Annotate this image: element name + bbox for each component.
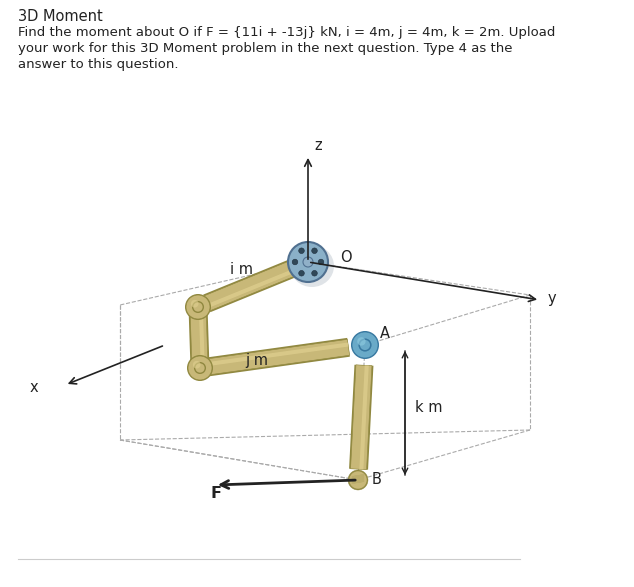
Circle shape [349, 471, 367, 489]
Circle shape [188, 356, 212, 380]
Polygon shape [189, 313, 209, 362]
Text: F: F [211, 485, 222, 501]
Circle shape [292, 259, 298, 265]
Circle shape [348, 470, 368, 490]
Circle shape [185, 294, 211, 320]
Polygon shape [359, 365, 369, 470]
Text: Find the moment about O if F = {11i + -13j} kN, i = 4m, j = 4m, k = 2m. Upload: Find the moment about O if F = {11i + -1… [18, 26, 555, 39]
Text: answer to this question.: answer to this question. [18, 58, 179, 71]
Polygon shape [207, 266, 301, 308]
Circle shape [191, 300, 198, 308]
Text: x: x [30, 380, 39, 396]
Circle shape [312, 271, 317, 276]
Polygon shape [199, 313, 205, 362]
Polygon shape [207, 343, 349, 366]
Circle shape [318, 259, 324, 265]
Circle shape [312, 248, 317, 254]
Polygon shape [351, 365, 372, 470]
Circle shape [194, 362, 206, 374]
Text: y: y [548, 291, 557, 305]
Circle shape [303, 257, 313, 267]
Polygon shape [349, 365, 373, 470]
Text: your work for this 3D Moment problem in the next question. Type 4 as the: your work for this 3D Moment problem in … [18, 42, 512, 55]
Text: z: z [314, 139, 321, 153]
Circle shape [352, 474, 364, 486]
Text: j m: j m [245, 353, 268, 367]
Circle shape [299, 271, 304, 276]
Circle shape [195, 363, 205, 373]
Circle shape [193, 302, 203, 312]
Polygon shape [204, 257, 303, 312]
Circle shape [193, 361, 200, 369]
Polygon shape [190, 313, 208, 362]
Polygon shape [207, 339, 349, 375]
Circle shape [360, 340, 370, 350]
Circle shape [352, 332, 378, 358]
Circle shape [353, 475, 363, 485]
Circle shape [299, 248, 304, 254]
Circle shape [192, 301, 204, 313]
Circle shape [358, 338, 372, 352]
Ellipse shape [290, 245, 334, 287]
Text: i m: i m [230, 262, 253, 278]
Circle shape [187, 355, 213, 381]
Text: A: A [380, 326, 390, 340]
Text: 3D Moment: 3D Moment [18, 9, 103, 24]
Polygon shape [207, 338, 350, 376]
Circle shape [351, 331, 379, 359]
Text: k m: k m [415, 400, 443, 416]
Circle shape [186, 295, 210, 319]
Polygon shape [204, 258, 302, 311]
Circle shape [288, 242, 328, 282]
Text: B: B [372, 473, 382, 487]
Text: O: O [340, 251, 352, 265]
Circle shape [357, 337, 366, 346]
